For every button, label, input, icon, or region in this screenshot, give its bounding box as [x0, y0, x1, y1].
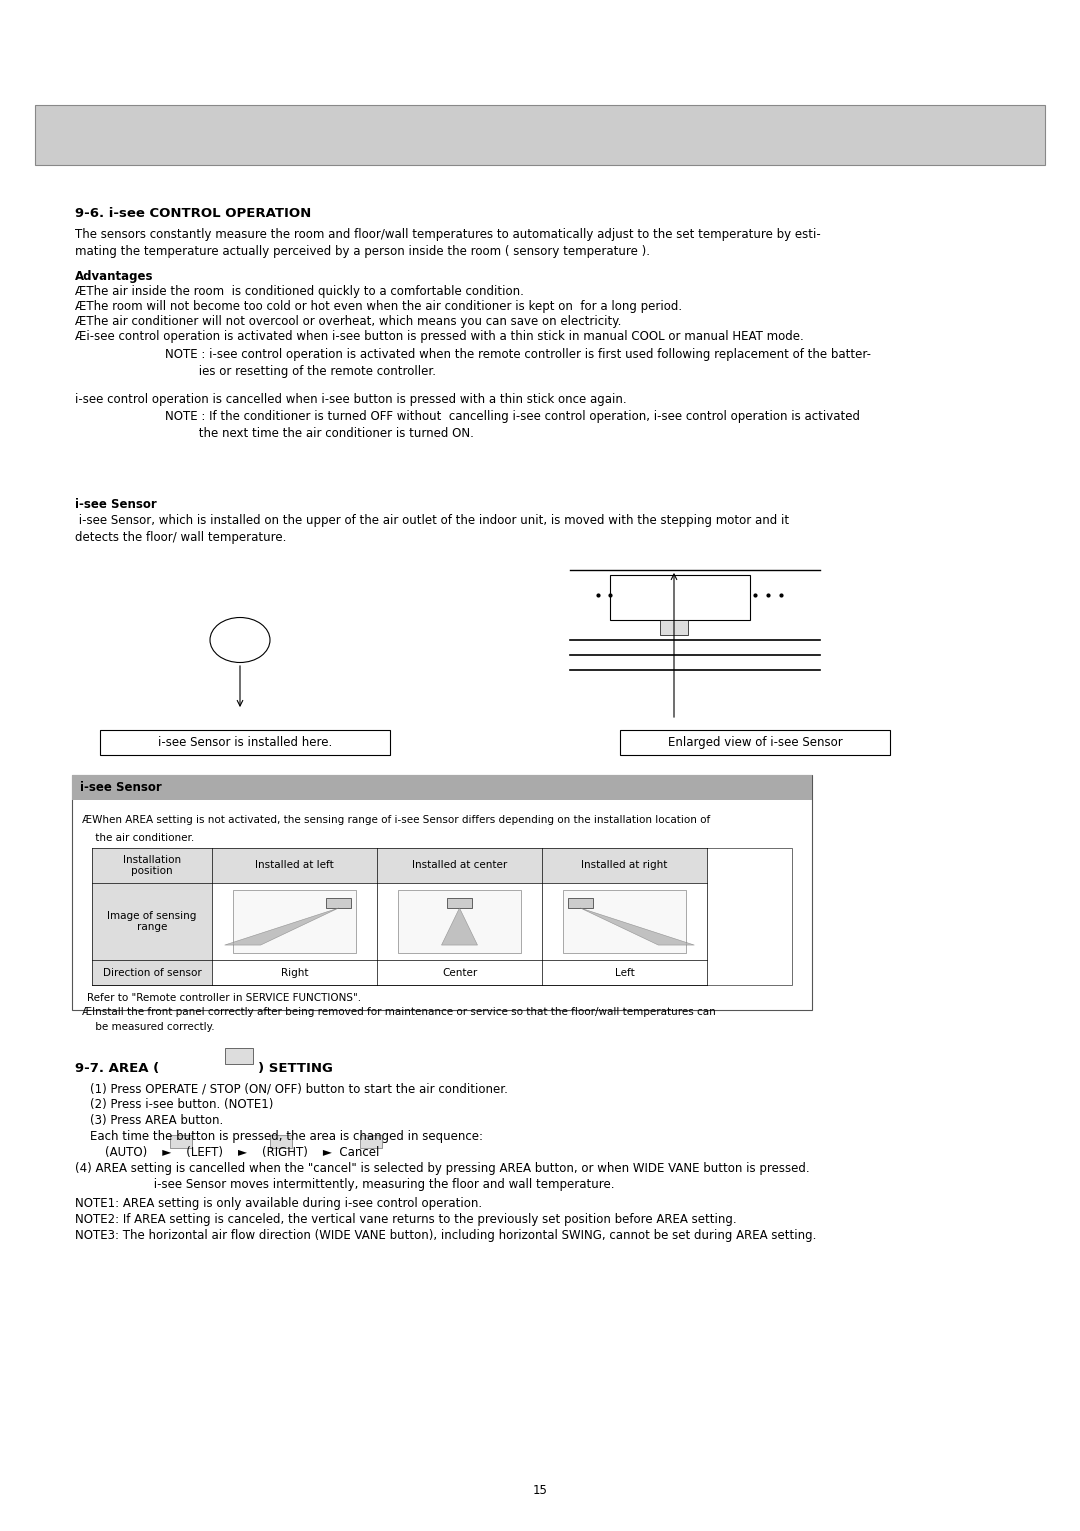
Text: the air conditioner.: the air conditioner.	[92, 833, 194, 844]
Text: Refer to "Remote controller in SERVICE FUNCTIONS".: Refer to "Remote controller in SERVICE F…	[87, 994, 361, 1003]
Polygon shape	[442, 908, 477, 945]
Text: NOTE : If the conditioner is turned OFF without  cancelling i-see control operat: NOTE : If the conditioner is turned OFF …	[165, 410, 860, 423]
Bar	[620, 730, 890, 755]
Text: ÆThe air conditioner will not overcool or overheat, which means you can save on : ÆThe air conditioner will not overcool o…	[75, 315, 621, 328]
Text: i-see Sensor: i-see Sensor	[80, 781, 162, 795]
Bar	[170, 1134, 192, 1148]
Text: ÆInstall the front panel correctly after being removed for maintenance or servic: ÆInstall the front panel correctly after…	[82, 1007, 716, 1017]
Bar	[72, 775, 812, 1010]
Text: NOTE2: If AREA setting is canceled, the vertical vane returns to the previously : NOTE2: If AREA setting is canceled, the …	[75, 1213, 737, 1226]
Text: Enlarged view of i-see Sensor: Enlarged view of i-see Sensor	[667, 736, 842, 750]
Text: (4) AREA setting is cancelled when the "cancel" is selected by pressing AREA but: (4) AREA setting is cancelled when the "…	[75, 1162, 810, 1174]
Bar	[326, 897, 351, 908]
Text: Advantages: Advantages	[75, 269, 153, 283]
Text: Center: Center	[442, 968, 477, 977]
Text: The sensors constantly measure the room and floor/wall temperatures to automatic: The sensors constantly measure the room …	[75, 228, 821, 240]
Text: be measured correctly.: be measured correctly.	[92, 1023, 215, 1032]
Text: i-see control operation is cancelled when i-see button is pressed with a thin st: i-see control operation is cancelled whe…	[75, 393, 626, 406]
Text: i-see Sensor, which is installed on the upper of the air outlet of the indoor un: i-see Sensor, which is installed on the …	[75, 514, 789, 527]
Bar	[225, 1049, 253, 1064]
Text: i-see Sensor moves intermittently, measuring the floor and wall temperature.: i-see Sensor moves intermittently, measu…	[135, 1177, 615, 1191]
Polygon shape	[225, 908, 339, 945]
Text: detects the floor/ wall temperature.: detects the floor/ wall temperature.	[75, 531, 286, 544]
Bar	[92, 848, 212, 984]
Text: 9-6. i-see CONTROL OPERATION: 9-6. i-see CONTROL OPERATION	[75, 207, 311, 220]
Text: mating the temperature actually perceived by a person inside the room ( sensory : mating the temperature actually perceive…	[75, 245, 650, 259]
Text: i-see Sensor is installed here.: i-see Sensor is installed here.	[158, 736, 333, 750]
Text: NOTE : i-see control operation is activated when the remote controller is first : NOTE : i-see control operation is activa…	[165, 348, 870, 361]
Text: 9-7. AREA (: 9-7. AREA (	[75, 1063, 159, 1075]
Bar	[568, 897, 593, 908]
Bar	[360, 1134, 382, 1148]
Text: ÆThe room will not become too cold or hot even when the air conditioner is kept : ÆThe room will not become too cold or ho…	[75, 300, 683, 312]
Text: Installed at left: Installed at left	[255, 860, 334, 871]
Text: (AUTO)    ►    (LEFT)    ►    (RIGHT)    ►  Cancel: (AUTO) ► (LEFT) ► (RIGHT) ► Cancel	[75, 1147, 379, 1159]
Text: (2) Press i-see button. (NOTE1): (2) Press i-see button. (NOTE1)	[75, 1098, 273, 1112]
Text: i-see Sensor: i-see Sensor	[75, 498, 157, 511]
Text: NOTE1: AREA setting is only available during i-see control operation.: NOTE1: AREA setting is only available du…	[75, 1197, 482, 1209]
Text: the next time the air conditioner is turned ON.: the next time the air conditioner is tur…	[165, 427, 474, 439]
Bar	[397, 890, 522, 954]
Bar	[232, 890, 356, 954]
Text: ÆThe air inside the room  is conditioned quickly to a comfortable condition.: ÆThe air inside the room is conditioned …	[75, 285, 524, 299]
Polygon shape	[580, 908, 694, 945]
Text: (1) Press OPERATE / STOP (ON/ OFF) button to start the air conditioner.: (1) Press OPERATE / STOP (ON/ OFF) butto…	[75, 1082, 508, 1095]
Bar	[447, 897, 472, 908]
Text: Installed at center: Installed at center	[411, 860, 508, 871]
Ellipse shape	[210, 617, 270, 663]
Bar	[610, 576, 750, 620]
Text: ÆWhen AREA setting is not activated, the sensing range of i-see Sensor differs d: ÆWhen AREA setting is not activated, the…	[82, 814, 711, 825]
Text: Direction of sensor: Direction of sensor	[103, 968, 201, 977]
Text: (3) Press AREA button.: (3) Press AREA button.	[75, 1115, 224, 1127]
Bar	[100, 730, 390, 755]
Bar	[270, 1134, 292, 1148]
Bar	[92, 848, 707, 883]
Text: Installation
position: Installation position	[123, 854, 181, 876]
Text: Image of sensing
range: Image of sensing range	[107, 911, 197, 932]
Text: Each time the button is pressed, the area is changed in sequence:: Each time the button is pressed, the are…	[75, 1130, 483, 1144]
Bar	[92, 848, 792, 984]
Text: NOTE3: The horizontal air flow direction (WIDE VANE button), including horizonta: NOTE3: The horizontal air flow direction…	[75, 1229, 816, 1242]
Text: Installed at right: Installed at right	[581, 860, 667, 871]
Text: Right: Right	[281, 968, 308, 977]
Bar	[72, 775, 812, 801]
Bar	[660, 620, 688, 635]
Text: ) SETTING: ) SETTING	[258, 1063, 333, 1075]
Text: Æi-see control operation is activated when i-see button is pressed with a thin s: Æi-see control operation is activated wh…	[75, 331, 804, 343]
Text: ies or resetting of the remote controller.: ies or resetting of the remote controlle…	[165, 364, 436, 378]
Text: 15: 15	[532, 1484, 548, 1496]
Bar	[563, 890, 687, 954]
Bar	[35, 106, 1045, 165]
Text: Left: Left	[615, 968, 634, 977]
